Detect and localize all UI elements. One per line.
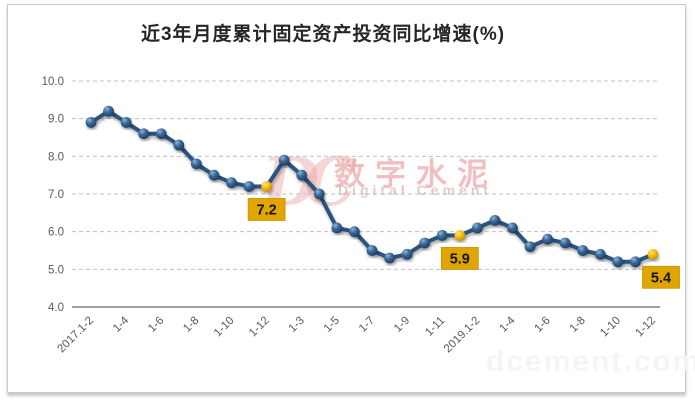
y-tick-label: 7.0: [48, 189, 64, 201]
x-tick-label: 1-6: [146, 315, 166, 335]
watermark-site-url: dcement.com: [486, 345, 695, 378]
data-point-marker: [243, 181, 255, 192]
data-point-marker: [366, 245, 378, 256]
chart-title: 近3年月度累计固定资产投资同比增速(%): [140, 24, 506, 45]
data-point-marker: [542, 233, 554, 245]
data-point-marker: [489, 214, 501, 226]
data-label-callout: [440, 247, 479, 270]
x-tick-label: 1-4: [497, 314, 518, 335]
data-point-marker: [577, 245, 589, 256]
data-point-marker: [594, 248, 606, 260]
x-tick-label: 1-3: [287, 315, 307, 335]
data-point-marker: [190, 158, 202, 170]
y-tick-label: 6.0: [48, 227, 64, 239]
x-tick-label: 1-10: [598, 315, 623, 340]
data-label-text: 5.9: [450, 251, 470, 267]
data-point-marker: [120, 117, 132, 128]
data-point-marker: [471, 222, 483, 234]
data-point-marker: [384, 252, 395, 264]
data-point-marker: [630, 256, 641, 268]
data-label-callout: [247, 198, 286, 221]
x-tick-label: 1-12: [247, 315, 272, 340]
chart-frame: DC 数字水泥 Digital Cement dcement.com 10.0 9…: [7, 4, 695, 393]
data-label-text: 5.4: [651, 270, 671, 286]
data-point-marker: [401, 248, 413, 260]
y-tick-label: 5.0: [48, 264, 64, 276]
data-point-marker: [208, 169, 220, 181]
data-point-marker-highlighted: [647, 248, 659, 260]
x-tick-label: 1-12: [633, 315, 658, 340]
data-point-marker-highlighted: [261, 181, 273, 192]
data-point-marker: [524, 241, 536, 253]
data-point-marker: [173, 139, 185, 151]
y-tick-label: 8.0: [48, 151, 64, 163]
x-tick-label: 1-10: [212, 315, 237, 340]
data-point-marker: [296, 169, 308, 181]
data-point-marker: [507, 222, 518, 234]
data-point-marker: [331, 222, 343, 234]
data-point-marker: [436, 230, 448, 241]
y-tick-label: 10.0: [42, 76, 64, 88]
x-tick-label: 2019.1-2: [442, 315, 483, 356]
x-tick-label: 1-11: [423, 315, 447, 339]
x-tick-label: 1-8: [568, 315, 588, 335]
data-point-marker: [103, 105, 114, 117]
x-tick-label: 1-9: [392, 315, 412, 335]
data-point-marker: [612, 256, 624, 268]
data-label-callout: [642, 265, 680, 289]
data-point-marker: [278, 154, 290, 166]
data-point-marker: [419, 237, 431, 249]
x-tick-label: 1-4: [111, 314, 132, 335]
data-point-marker: [313, 188, 325, 200]
data-point-marker: [138, 128, 150, 140]
x-tick-label: 1-6: [533, 315, 553, 335]
x-tick-label: 2017.1-2: [56, 315, 97, 356]
data-point-marker: [559, 237, 571, 249]
data-point-marker: [226, 177, 237, 189]
x-tick-label: 1-8: [181, 315, 201, 335]
y-tick-label: 4.0: [48, 302, 64, 314]
data-label-text: 7.2: [257, 202, 277, 218]
data-point-marker: [155, 128, 167, 140]
x-tick-label: 1-5: [322, 315, 342, 335]
data-point-marker-highlighted: [454, 230, 466, 241]
x-tick-label: 1-7: [357, 315, 377, 335]
data-point-marker: [349, 226, 360, 238]
data-point-marker: [85, 117, 97, 128]
watermark-chinese-text: 数字水泥: [334, 157, 498, 192]
y-tick-label: 9.0: [48, 114, 64, 126]
